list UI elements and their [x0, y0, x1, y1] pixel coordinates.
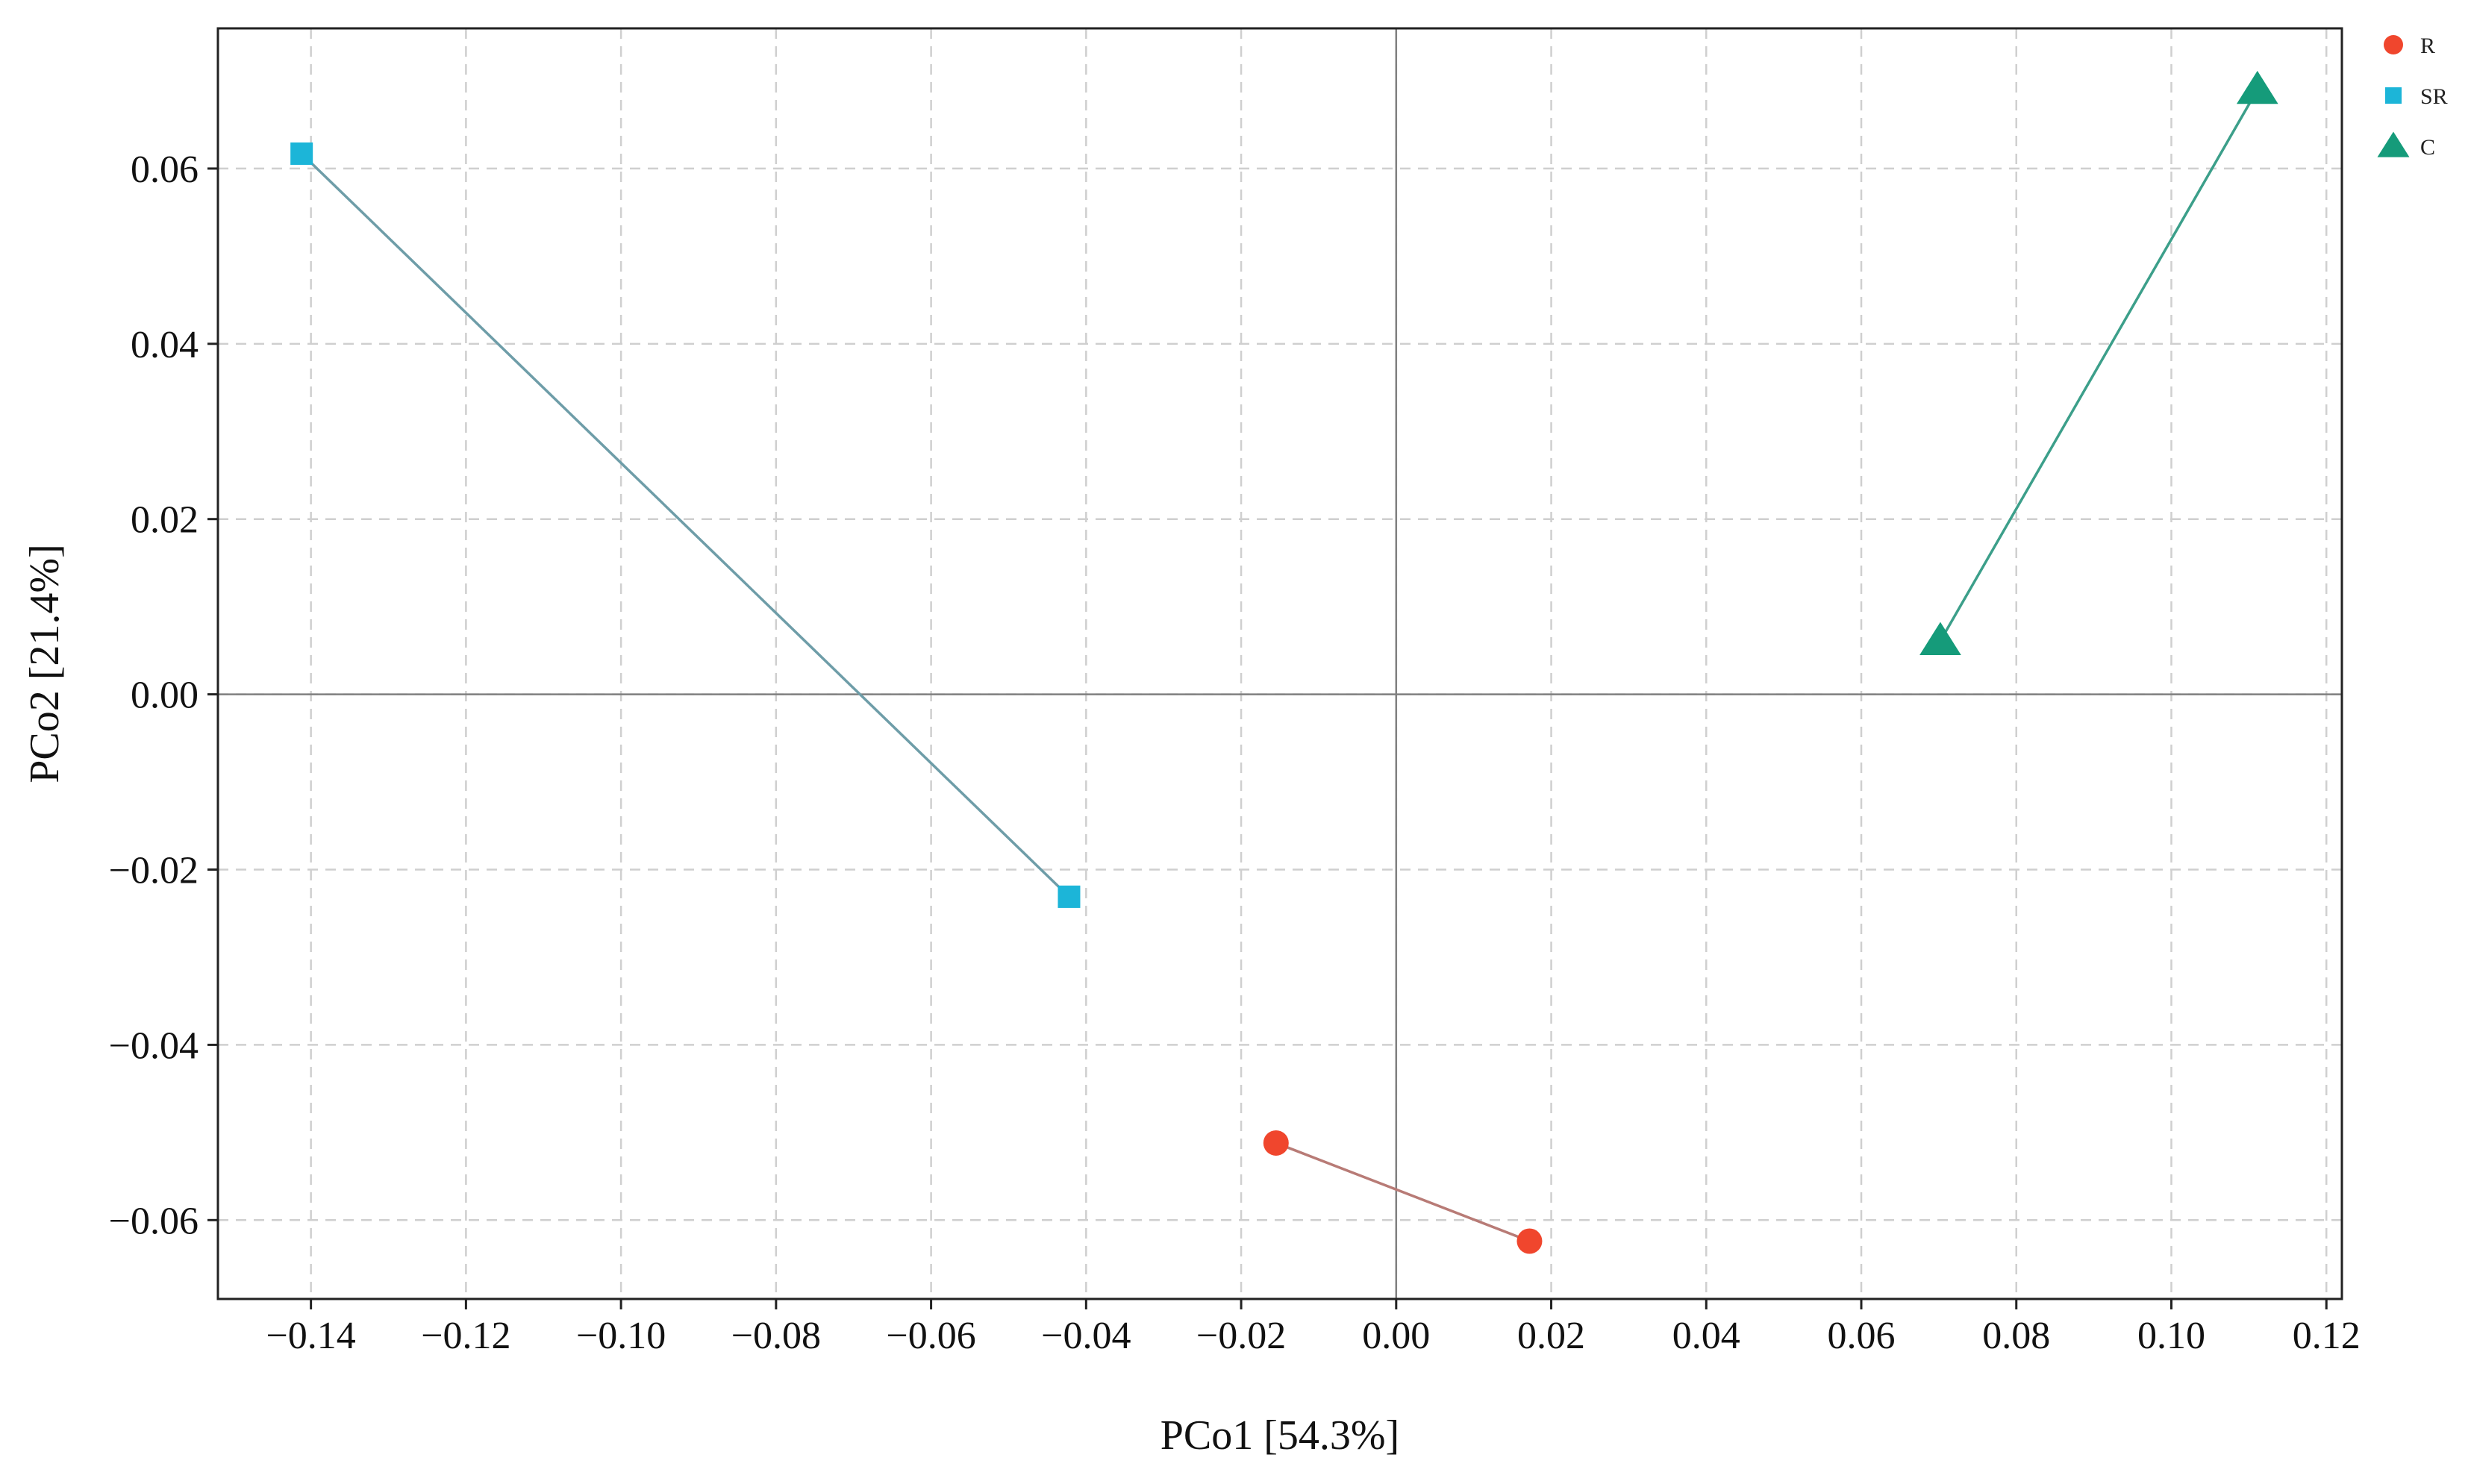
x-tick-label: 0.00 [1362, 1315, 1430, 1357]
grid-lines [218, 28, 2342, 1299]
x-axis-ticks: −0.14 −0.12 −0.10 −0.08 −0.06 −0.04 −0.02 0.00 0… [266, 1299, 2361, 1357]
x-tick-label: −0.04 [1041, 1315, 1131, 1357]
point-r [1516, 1228, 1543, 1254]
point-sr [290, 142, 313, 165]
x-tick-label: −0.10 [576, 1315, 666, 1357]
x-axis-title: PCo1 [54.3%] [1160, 1412, 1399, 1459]
y-axis-title: PCo2 [21.4%] [22, 544, 68, 783]
point-r [1263, 1130, 1289, 1156]
legend-label-c: C [2420, 135, 2435, 160]
y-tick-label: −0.02 [109, 850, 199, 892]
series-line-sr [300, 152, 1070, 898]
legend: R SR C [2377, 34, 2448, 160]
x-tick-label: −0.08 [731, 1315, 821, 1357]
y-tick-label: −0.06 [109, 1200, 199, 1242]
y-tick-label: 0.04 [131, 324, 199, 366]
legend-marker-r [2384, 35, 2403, 54]
x-tick-label: 0.08 [1982, 1315, 2050, 1357]
point-c [2236, 70, 2278, 104]
legend-marker-c [2377, 131, 2410, 157]
y-axis-ticks: −0.06 −0.04 −0.02 0.00 0.02 0.04 0.06 [109, 148, 218, 1242]
x-tick-label: 0.10 [2137, 1315, 2205, 1357]
series-connector-lines [300, 89, 2259, 1243]
legend-label-sr: SR [2420, 84, 2448, 109]
x-tick-label: −0.06 [886, 1315, 975, 1357]
point-sr [1058, 885, 1081, 908]
x-tick-label: 0.06 [1828, 1315, 1896, 1357]
x-tick-label: 0.02 [1517, 1315, 1585, 1357]
series-line-c [1939, 89, 2259, 642]
x-tick-label: 0.04 [1672, 1315, 1740, 1357]
x-tick-label: −0.14 [266, 1315, 355, 1357]
plot-frame [216, 27, 2343, 1300]
y-tick-label: 0.00 [131, 674, 199, 717]
point-c [1919, 622, 1961, 655]
y-tick-label: 0.02 [131, 499, 199, 542]
y-tick-label: −0.04 [109, 1024, 199, 1067]
y-tick-label: 0.06 [131, 148, 199, 191]
series-line-r [1275, 1142, 1531, 1243]
x-tick-label: −0.12 [421, 1315, 510, 1357]
data-points [290, 70, 2278, 1254]
x-tick-label: 0.12 [2293, 1315, 2361, 1357]
zero-lines [218, 28, 2342, 1299]
x-tick-label: −0.02 [1196, 1315, 1286, 1357]
legend-label-r: R [2420, 34, 2435, 58]
legend-marker-sr [2385, 87, 2402, 104]
